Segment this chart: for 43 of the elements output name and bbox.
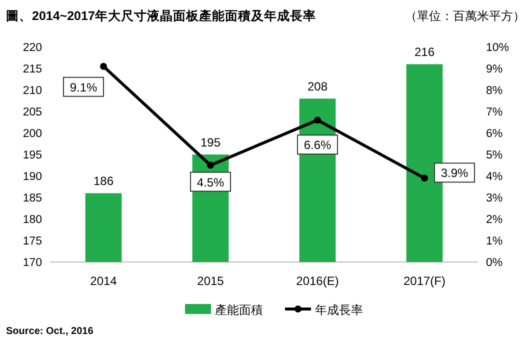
y-tick-label: 180 (22, 214, 42, 226)
y-tick-label: 220 (22, 42, 42, 54)
legend-label: 年成長率 (315, 303, 363, 317)
data-label: 208 (307, 80, 328, 94)
y2-tick-label: 10% (486, 42, 510, 54)
y2-tick-label: 6% (486, 128, 503, 140)
data-label: 6.6% (304, 138, 332, 152)
chart-title: 圖、2014~2017年大尺寸液晶面板產能面積及年成長率 (6, 8, 316, 23)
source-note: Source: Oct., 2016 (6, 326, 94, 337)
legend-label: 產能面積 (215, 303, 263, 317)
y2-tick-label: 1% (486, 236, 503, 248)
data-label: 216 (414, 45, 435, 60)
y-tick-label: 210 (22, 85, 42, 97)
y-tick-label: 190 (22, 171, 42, 183)
point (100, 62, 107, 70)
y-tick-label: 215 (22, 64, 42, 76)
chart-subtitle: （單位：百萬米平方） (405, 9, 525, 23)
y2-tick-label: 5% (486, 150, 503, 162)
y-tick-label: 185 (22, 192, 42, 204)
y2-tick-label: 9% (486, 64, 503, 76)
y-tick-label: 170 (22, 257, 42, 269)
x-tick-label: 2016(E) (296, 274, 339, 288)
y2-tick-label: 3% (486, 192, 503, 204)
y-tick-label: 175 (22, 236, 42, 248)
point (207, 162, 214, 169)
y-tick-label: 200 (22, 128, 42, 140)
x-tick-label: 2014 (90, 274, 118, 288)
data-label: 195 (200, 136, 221, 150)
x-tick-label: 2015 (197, 274, 224, 288)
y-tick-label: 195 (22, 150, 42, 162)
y2-tick-label: 8% (486, 85, 503, 97)
data-label: 9.1% (70, 80, 98, 94)
y2-tick-label: 2% (486, 214, 503, 226)
x-tick-label: 2017(F) (403, 274, 446, 288)
y2-tick-label: 0% (486, 257, 503, 269)
y-tick-label: 205 (22, 106, 42, 118)
y2-tick-label: 4% (486, 171, 503, 183)
y2-tick-label: 7% (486, 106, 503, 118)
data-label: 186 (93, 174, 114, 188)
data-label: 3.9% (440, 166, 468, 180)
point (314, 116, 321, 124)
data-label: 4.5% (196, 175, 224, 190)
point (421, 174, 428, 182)
